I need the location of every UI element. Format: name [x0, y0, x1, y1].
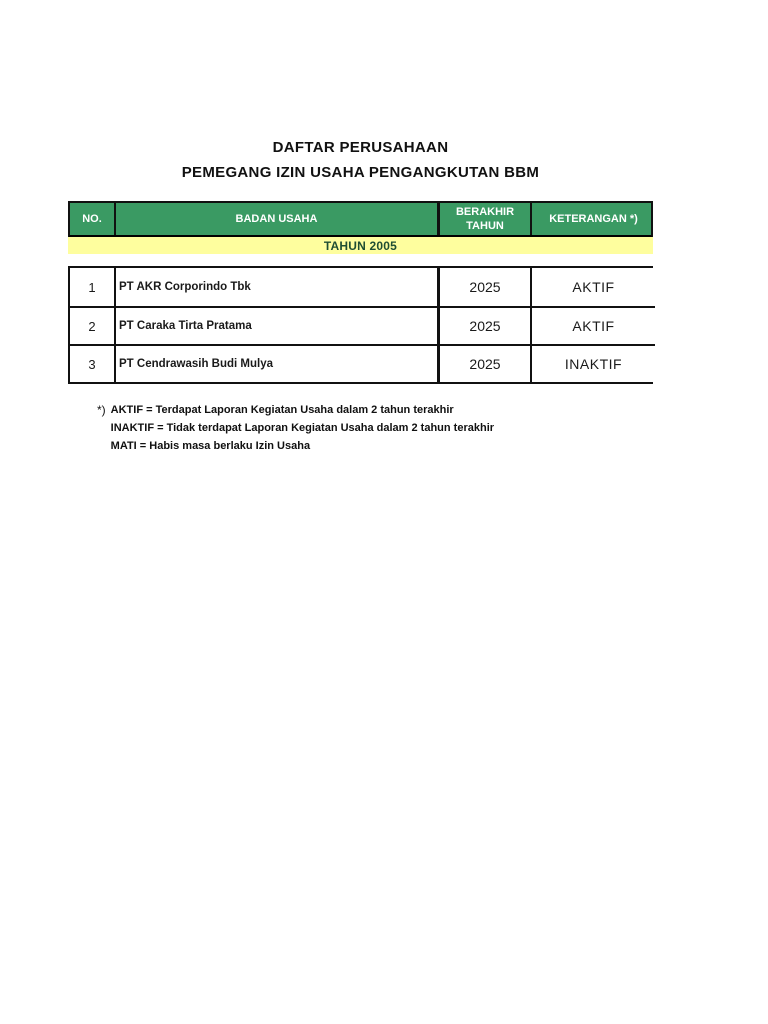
cell-row3-badan-usaha: PT Cendrawasih Budi Mulya [114, 344, 437, 382]
header-cell-badan-usaha: BADAN USAHA [114, 203, 437, 235]
cell-row3-keterangan: INAKTIF [530, 344, 655, 382]
header-cell-berakhir-tahun: BERAKHIR TAHUN [437, 203, 530, 235]
year-band-label: TAHUN 2005 [323, 238, 398, 253]
page-title-line-2: PEMEGANG IZIN USAHA PENGANGKUTAN BBM [181, 164, 540, 181]
cell-row2-badan-usaha: PT Caraka Tirta Pratama [114, 306, 437, 344]
cell-row1-no: 1 [70, 268, 114, 306]
footnotes-block: *) AKTIF = Terdapat Laporan Kegiatan Usa… [97, 401, 494, 455]
header-cell-keterangan: KETERANGAN *) [530, 203, 655, 235]
cell-row2-keterangan: AKTIF [530, 306, 655, 344]
page-title: DAFTAR PERUSAHAAN PEMEGANG IZIN USAHA PE… [68, 135, 653, 185]
cell-row3-berakhir-tahun: 2025 [437, 344, 530, 382]
year-band: TAHUN 2005 [68, 237, 653, 254]
cell-row2-no: 2 [70, 306, 114, 344]
cell-row1-berakhir-tahun: 2025 [437, 268, 530, 306]
cell-row2-berakhir-tahun: 2025 [437, 306, 530, 344]
footnote-lines: AKTIF = Terdapat Laporan Kegiatan Usaha … [111, 401, 494, 455]
company-table: 1 PT AKR Corporindo Tbk 2025 AKTIF 2 PT … [68, 266, 655, 384]
footnote-marker: *) [97, 403, 106, 417]
cell-row3-no: 3 [70, 344, 114, 382]
page-title-line-1: DAFTAR PERUSAHAAN [272, 139, 449, 156]
cell-row1-keterangan: AKTIF [530, 268, 655, 306]
cell-row1-badan-usaha: PT AKR Corporindo Tbk [114, 268, 437, 306]
header-cell-no: NO. [82, 213, 102, 225]
footnote-line-aktif: AKTIF = Terdapat Laporan Kegiatan Usaha … [110, 404, 454, 416]
footnote-line-mati: MATI = Habis masa berlaku Izin Usaha [110, 440, 311, 452]
footnote-line-inaktif: INAKTIF = Tidak terdapat Laporan Kegiata… [110, 422, 495, 434]
table-header-row: NO. BADAN USAHA BERAKHIR TAHUN KETERANGA… [68, 201, 653, 238]
